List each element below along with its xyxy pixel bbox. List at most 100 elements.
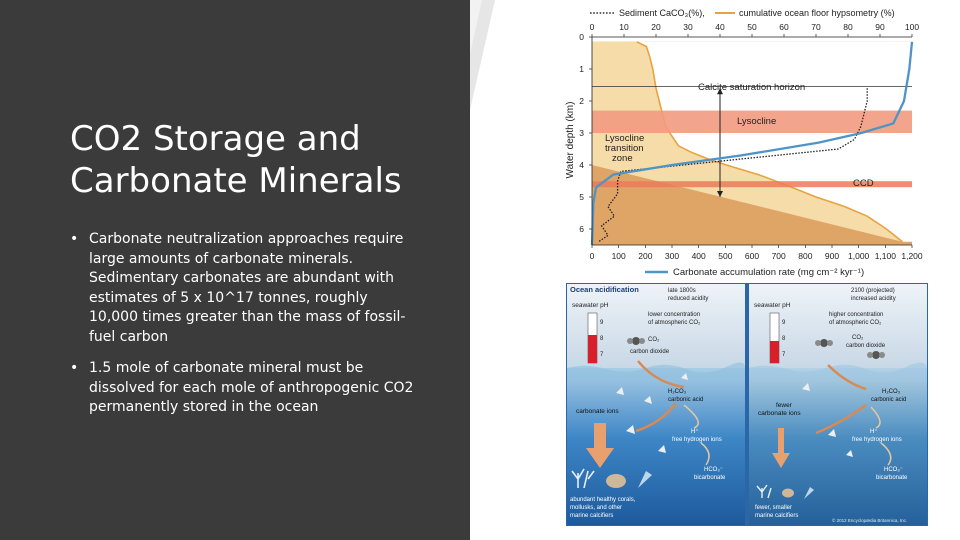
right-co2-molecule-icon	[820, 339, 828, 347]
bottom-tick-label: 1,000	[848, 251, 870, 261]
right-h2co3: H₂CO₃	[882, 389, 901, 395]
left-panel	[0, 0, 470, 540]
ocean-acidification-illustration: Ocean acidification seawater pH 9 8 7 la…	[566, 283, 928, 526]
hypsometry-curve	[636, 41, 903, 243]
saturation-horizon-label: Calcite saturation horizon	[698, 82, 805, 93]
divider-band-shadow	[470, 0, 482, 54]
copyright: © 2012 Encyclopædia Britannica, Inc.	[832, 517, 907, 523]
right-arrow-hplus	[870, 406, 881, 429]
top-tick-label: 40	[715, 22, 725, 32]
shell-icon	[782, 488, 794, 498]
bottom-tick-label: 400	[692, 251, 706, 261]
top-tick-label: 100	[905, 22, 919, 32]
slide-title: CO2 Storage and Carbonate Minerals	[70, 118, 440, 202]
left-calcifiers-1: abundant healthy corals,	[570, 497, 636, 503]
chart-background-layer	[592, 41, 912, 245]
right-hco3: HCO₃⁻	[884, 467, 903, 473]
crystal-icon	[616, 387, 624, 395]
bottom-tick-label: 100	[612, 251, 626, 261]
transition-arrow-head-up	[717, 88, 723, 95]
y-tick-label: 6	[579, 224, 584, 234]
top-tick-label: 90	[875, 22, 885, 32]
right-conc-2: of atmospheric CO₂	[829, 320, 882, 326]
sediment-light-overlay	[592, 41, 903, 242]
bullet-text-1: Carbonate neutralization approaches requ…	[89, 231, 406, 345]
left-conc-1: lower concentration	[648, 312, 700, 318]
crystal-icon	[658, 445, 666, 453]
left-ph-label: seawater pH	[572, 302, 609, 309]
left-hplus-name: free hydrogen ions	[672, 437, 722, 443]
right-arrow-h	[815, 403, 867, 435]
right-hplus-name: free hydrogen ions	[852, 437, 902, 443]
right-carbonate-1: fewer	[776, 402, 793, 409]
accumulation-rate-line	[590, 41, 914, 246]
title-line-2: Carbonate Minerals	[70, 161, 402, 201]
left-arrow-hplus	[683, 404, 699, 429]
lysocline-zone	[592, 110, 912, 133]
y-tick-label: 3	[579, 128, 584, 138]
acidification-svg: Ocean acidification seawater pH 9 8 7 la…	[566, 283, 928, 526]
bottom-tick-label: 500	[718, 251, 732, 261]
coral-icon	[756, 484, 772, 499]
left-ph-tick-7: 7	[600, 352, 604, 358]
left-wave	[567, 362, 746, 379]
bullet-list: • Carbonate neutralization approaches re…	[70, 230, 415, 430]
transition-label-line-3: zone	[612, 153, 633, 164]
top-tick-label: 30	[683, 22, 693, 32]
mollusk-icon	[804, 487, 814, 499]
y-axis-label: Water depth (km)	[565, 102, 576, 179]
bottom-tick-label: 0	[590, 251, 595, 261]
left-ph-tick-8: 8	[600, 336, 604, 342]
bullet-item-1: • Carbonate neutralization approaches re…	[70, 230, 415, 347]
right-calcifiers-2: marine calcifiers	[755, 513, 798, 519]
left-conc-2: of atmospheric CO₂	[648, 320, 701, 326]
right-conc-1: higher concentration	[829, 312, 883, 318]
left-era-1: late 1800s	[668, 288, 696, 294]
left-arrow-h	[635, 402, 677, 433]
bullet-item-2: • 1.5 mole of carbonate mineral must be …	[70, 359, 415, 418]
ccd-zone	[592, 181, 912, 188]
divider-band-shape	[470, 0, 495, 540]
right-ph-label: seawater pH	[754, 302, 791, 309]
right-era-1: 2100 (projected)	[851, 288, 895, 294]
top-tick-label: 10	[619, 22, 629, 32]
left-calcifiers-3: marine calcifiers	[570, 513, 613, 519]
right-co2-molecule-icon	[872, 351, 880, 359]
bottom-tick-label: 1,200	[901, 251, 923, 261]
x-axis-label: Carbonate accumulation rate (mg cm⁻² kyr…	[673, 267, 864, 278]
left-big-arrow-icon	[586, 423, 614, 468]
top-tick-label: 20	[651, 22, 661, 32]
y-tick-label: 2	[579, 96, 584, 106]
panel-separator	[745, 283, 749, 526]
chart-zones-layer	[592, 86, 912, 197]
top-tick-label: 70	[811, 22, 821, 32]
left-calcifiers-2: mollusks, and other	[570, 505, 622, 511]
top-tick-label: 80	[843, 22, 853, 32]
crystal-icon	[802, 383, 810, 391]
crystal-icon	[681, 373, 688, 380]
right-arrow-co2	[827, 364, 867, 391]
chart-marks-layer	[590, 41, 914, 246]
left-h2co3-name: carbonic acid	[668, 397, 703, 403]
title-line-1: CO2 Storage and	[70, 119, 361, 159]
right-calcifiers-1: fewer, smaller	[755, 505, 792, 511]
left-hplus: H⁺	[691, 428, 699, 435]
left-co2-name: carbon dioxide	[630, 349, 670, 355]
bottom-tick-label: 600	[745, 251, 759, 261]
right-ph-tick-9: 9	[782, 320, 786, 326]
legend-sediment-label: Sediment CaCO₃(%),	[619, 8, 705, 18]
right-hco3-name: bicarbonate	[876, 475, 908, 481]
left-ph-fill	[588, 335, 597, 363]
right-ph-fill	[770, 341, 779, 363]
left-hco3-name: bicarbonate	[694, 475, 726, 481]
legend-hypsometry-label: cumulative ocean floor hypsometry (%)	[739, 8, 895, 18]
right-ph-tick-7: 7	[782, 352, 786, 358]
left-ph-tick-9: 9	[600, 320, 604, 326]
left-arrow-hco3	[700, 442, 710, 466]
y-tick-label: 0	[579, 32, 584, 42]
crystal-icon	[626, 425, 635, 434]
bullet-marker: •	[70, 231, 79, 247]
transition-label-line-1: Lysocline	[605, 133, 644, 144]
y-tick-label: 5	[579, 192, 584, 202]
